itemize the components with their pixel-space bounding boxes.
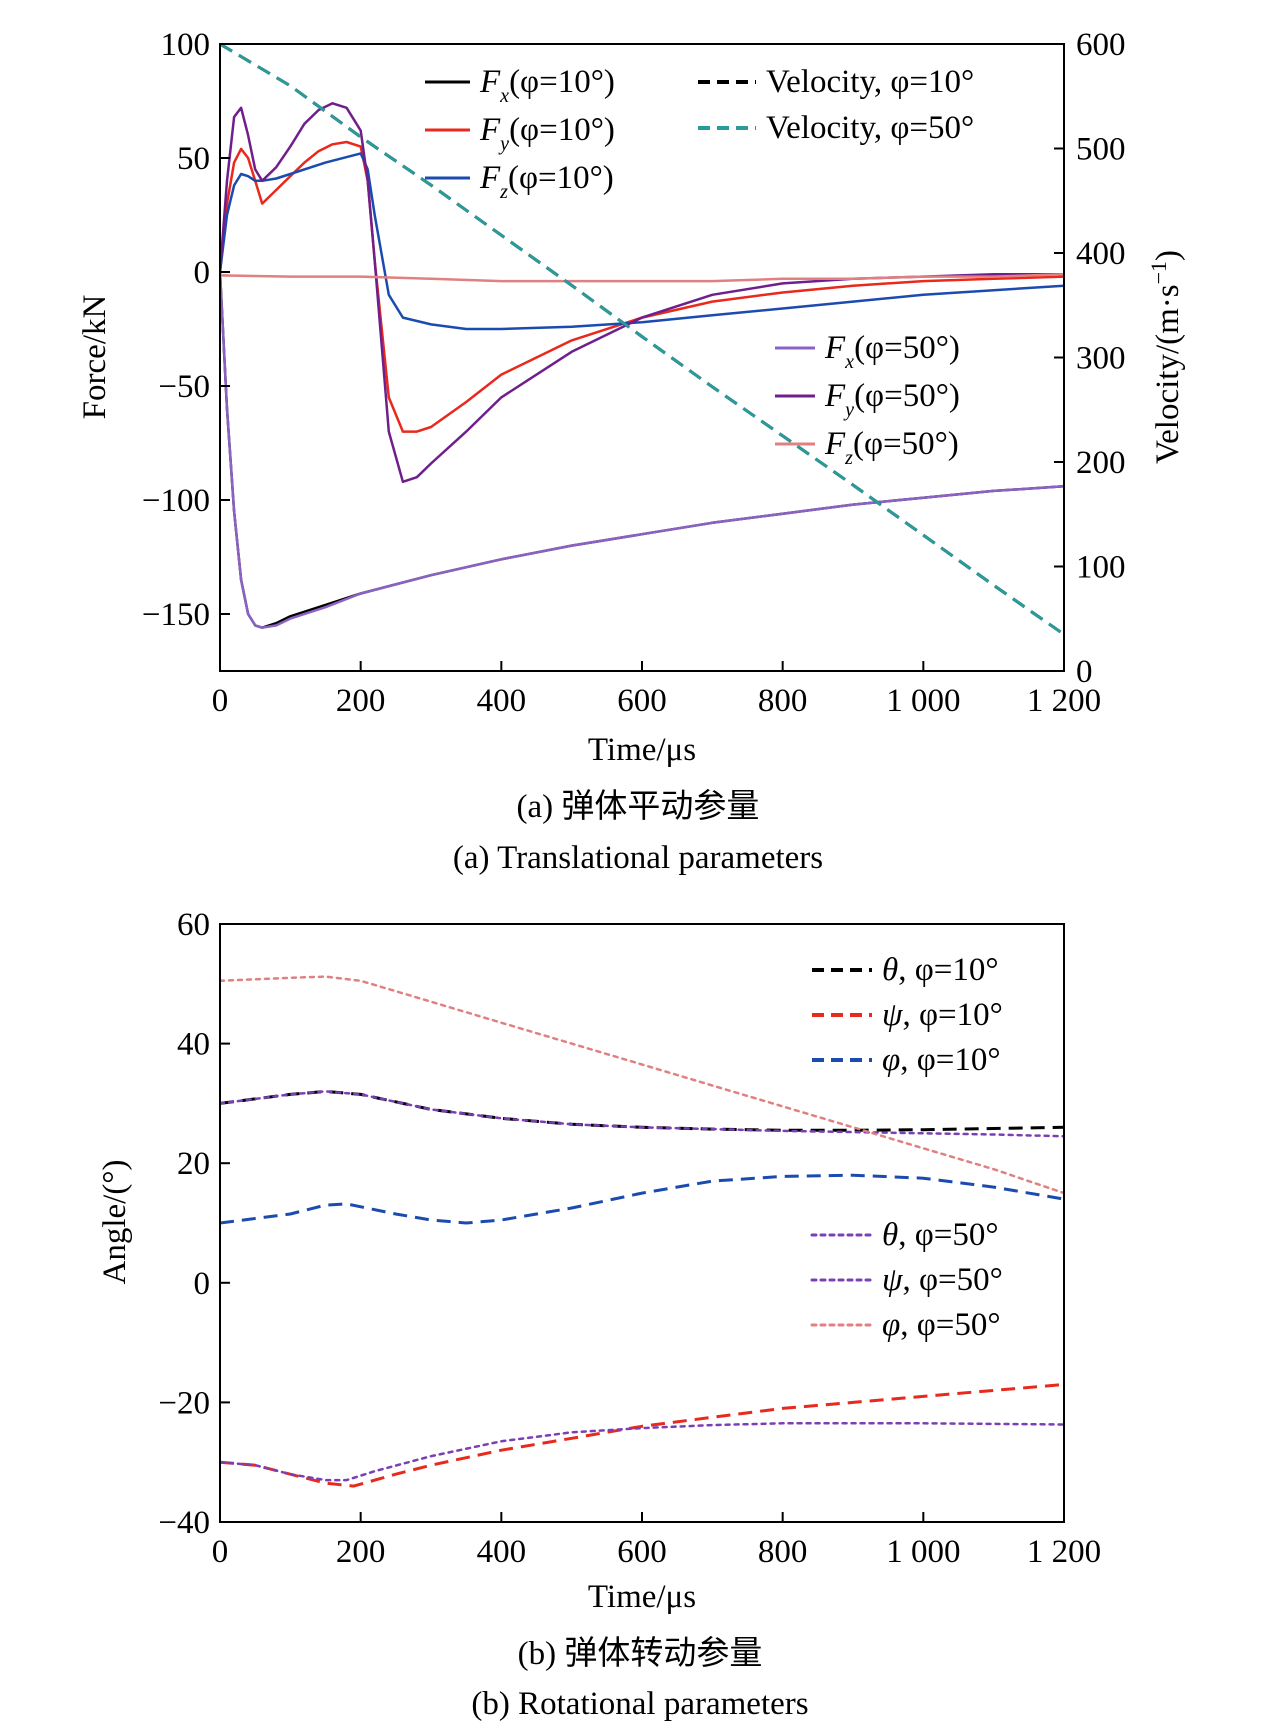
- series-line-psi10: [220, 1383, 1064, 1488]
- chart-b-caption-cn: (b) 弹体转动参量: [518, 1635, 763, 1672]
- chart-a-ylabel: Force/kN: [77, 295, 113, 420]
- series-line-fz10: [220, 152, 1064, 331]
- chart-a-xlabel: Time/μs: [588, 732, 696, 768]
- series-line-fx50: [220, 271, 1064, 629]
- chart-a-y2tick-label: 600: [1076, 27, 1126, 63]
- chart-a-caption-en: (a) Translational parameters: [453, 840, 823, 876]
- series-line-psi50: [220, 1422, 1064, 1482]
- chart-b-ytick-label: −40: [158, 1505, 210, 1541]
- chart-a-y2tick-label: 0: [1076, 654, 1093, 690]
- legend-entry-phi10: φ, φ=10°: [812, 1042, 1001, 1078]
- legend-entry-phi50: φ, φ=50°: [810, 1307, 1001, 1343]
- legend-entry-fx50: Fx(φ=50°): [775, 330, 960, 373]
- legend-entry-theta10: θ, φ=10°: [812, 952, 999, 988]
- legend-label-v50: Velocity, φ=50°: [766, 110, 974, 146]
- series-line-fy50: [220, 102, 1064, 484]
- legend-label-fy10: Fy(φ=10°): [479, 112, 615, 155]
- chart-b-ytick-label: 60: [177, 907, 210, 943]
- chart-a-xtick-label: 600: [617, 683, 667, 719]
- chart-a: 0 200 400 600 800 1 000 1 200100500−50−100−150…: [77, 27, 1186, 876]
- chart-a-xtick-label: 400: [477, 683, 527, 719]
- legend-entry-fx10: Fx(φ=10°): [425, 64, 615, 107]
- chart-b-xtick-label: 600: [617, 1534, 667, 1570]
- legend-label-psi50: ψ, φ=50°: [882, 1262, 1003, 1298]
- chart-a-caption-cn: (a) 弹体平动参量: [517, 788, 760, 825]
- chart-a-y2tick-label: 100: [1076, 550, 1126, 586]
- chart-a-ytick-label: −100: [142, 483, 210, 519]
- series-line-phi50: [220, 975, 1064, 1195]
- chart-b-xtick-label: 1 200: [1027, 1534, 1101, 1570]
- chart-a-ytick-label: 50: [177, 141, 210, 177]
- chart-b-xtick-label: 0: [212, 1534, 229, 1570]
- legend-entry-v50: Velocity, φ=50°: [698, 110, 974, 146]
- chart-b-xtick-label: 400: [477, 1534, 527, 1570]
- chart-a-y2tick-label: 400: [1076, 236, 1126, 272]
- chart-a-y2label: Velocity/(m·s−1): [1146, 250, 1186, 464]
- legend-entry-fy50: Fy(φ=50°): [775, 378, 960, 421]
- chart-b-xlabel: Time/μs: [588, 1579, 696, 1615]
- chart-a-xtick-label: 1 200: [1027, 683, 1101, 719]
- chart-a-xtick-label: 0: [212, 683, 229, 719]
- chart-a-xtick-label: 200: [336, 683, 386, 719]
- legend-entry-fz10: Fz(φ=10°): [425, 160, 614, 203]
- chart-b-ytick-label: −20: [158, 1385, 210, 1421]
- legend-entry-psi50: ψ, φ=50°: [810, 1262, 1003, 1298]
- legend-label-v10: Velocity, φ=10°: [766, 64, 974, 100]
- chart-a-y2tick-label: 500: [1076, 132, 1126, 168]
- chart-b-xtick-label: 1 000: [886, 1534, 960, 1570]
- chart-a-xtick-label: 800: [758, 683, 808, 719]
- legend-label-fx10: Fx(φ=10°): [479, 64, 615, 107]
- legend-entry-v10: Velocity, φ=10°: [698, 64, 974, 100]
- legend-entry-fz50: Fz(φ=50°): [775, 426, 959, 469]
- chart-b-ylabel: Angle/(°): [97, 1160, 133, 1285]
- legend-entry-theta50: θ, φ=50°: [810, 1217, 999, 1253]
- chart-b-xtick-label: 200: [336, 1534, 386, 1570]
- chart-b-ytick-label: 40: [177, 1027, 210, 1063]
- legend-label-fz10: Fz(φ=10°): [479, 160, 614, 203]
- series-line-phi10: [220, 1173, 1064, 1225]
- chart-b-ytick-label: 20: [177, 1146, 210, 1182]
- chart-a-ytick-label: −50: [158, 369, 210, 405]
- chart-b-xtick-label: 800: [758, 1534, 808, 1570]
- legend-label-psi10: ψ, φ=10°: [882, 997, 1003, 1033]
- chart-b-ytick-label: 0: [194, 1266, 211, 1302]
- legend-entry-fy10: Fy(φ=10°): [425, 112, 615, 155]
- series-line-theta50: [220, 1090, 1064, 1138]
- legend-label-theta10: θ, φ=10°: [882, 952, 999, 988]
- series-line-fz50: [220, 273, 1064, 283]
- legend-label-fy50: Fy(φ=50°): [824, 378, 960, 421]
- legend-label-theta50: θ, φ=50°: [882, 1217, 999, 1253]
- chart-a-ytick-label: 100: [161, 27, 211, 63]
- chart-a-ytick-label: 0: [194, 255, 211, 291]
- chart-a-xtick-label: 1 000: [886, 683, 960, 719]
- chart-a-y2tick-label: 200: [1076, 445, 1126, 481]
- legend-label-phi50: φ, φ=50°: [882, 1307, 1001, 1343]
- legend-label-fx50: Fx(φ=50°): [824, 330, 960, 373]
- chart-b-caption-en: (b) Rotational parameters: [471, 1686, 808, 1722]
- series-line-v50: [220, 44, 1064, 636]
- chart-a-ytick-label: −150: [142, 597, 210, 633]
- chart-a-y2tick-label: 300: [1076, 341, 1126, 377]
- legend-entry-psi10: ψ, φ=10°: [812, 997, 1003, 1033]
- legend-label-phi10: φ, φ=10°: [882, 1042, 1001, 1078]
- legend-label-fz50: Fz(φ=50°): [824, 426, 959, 469]
